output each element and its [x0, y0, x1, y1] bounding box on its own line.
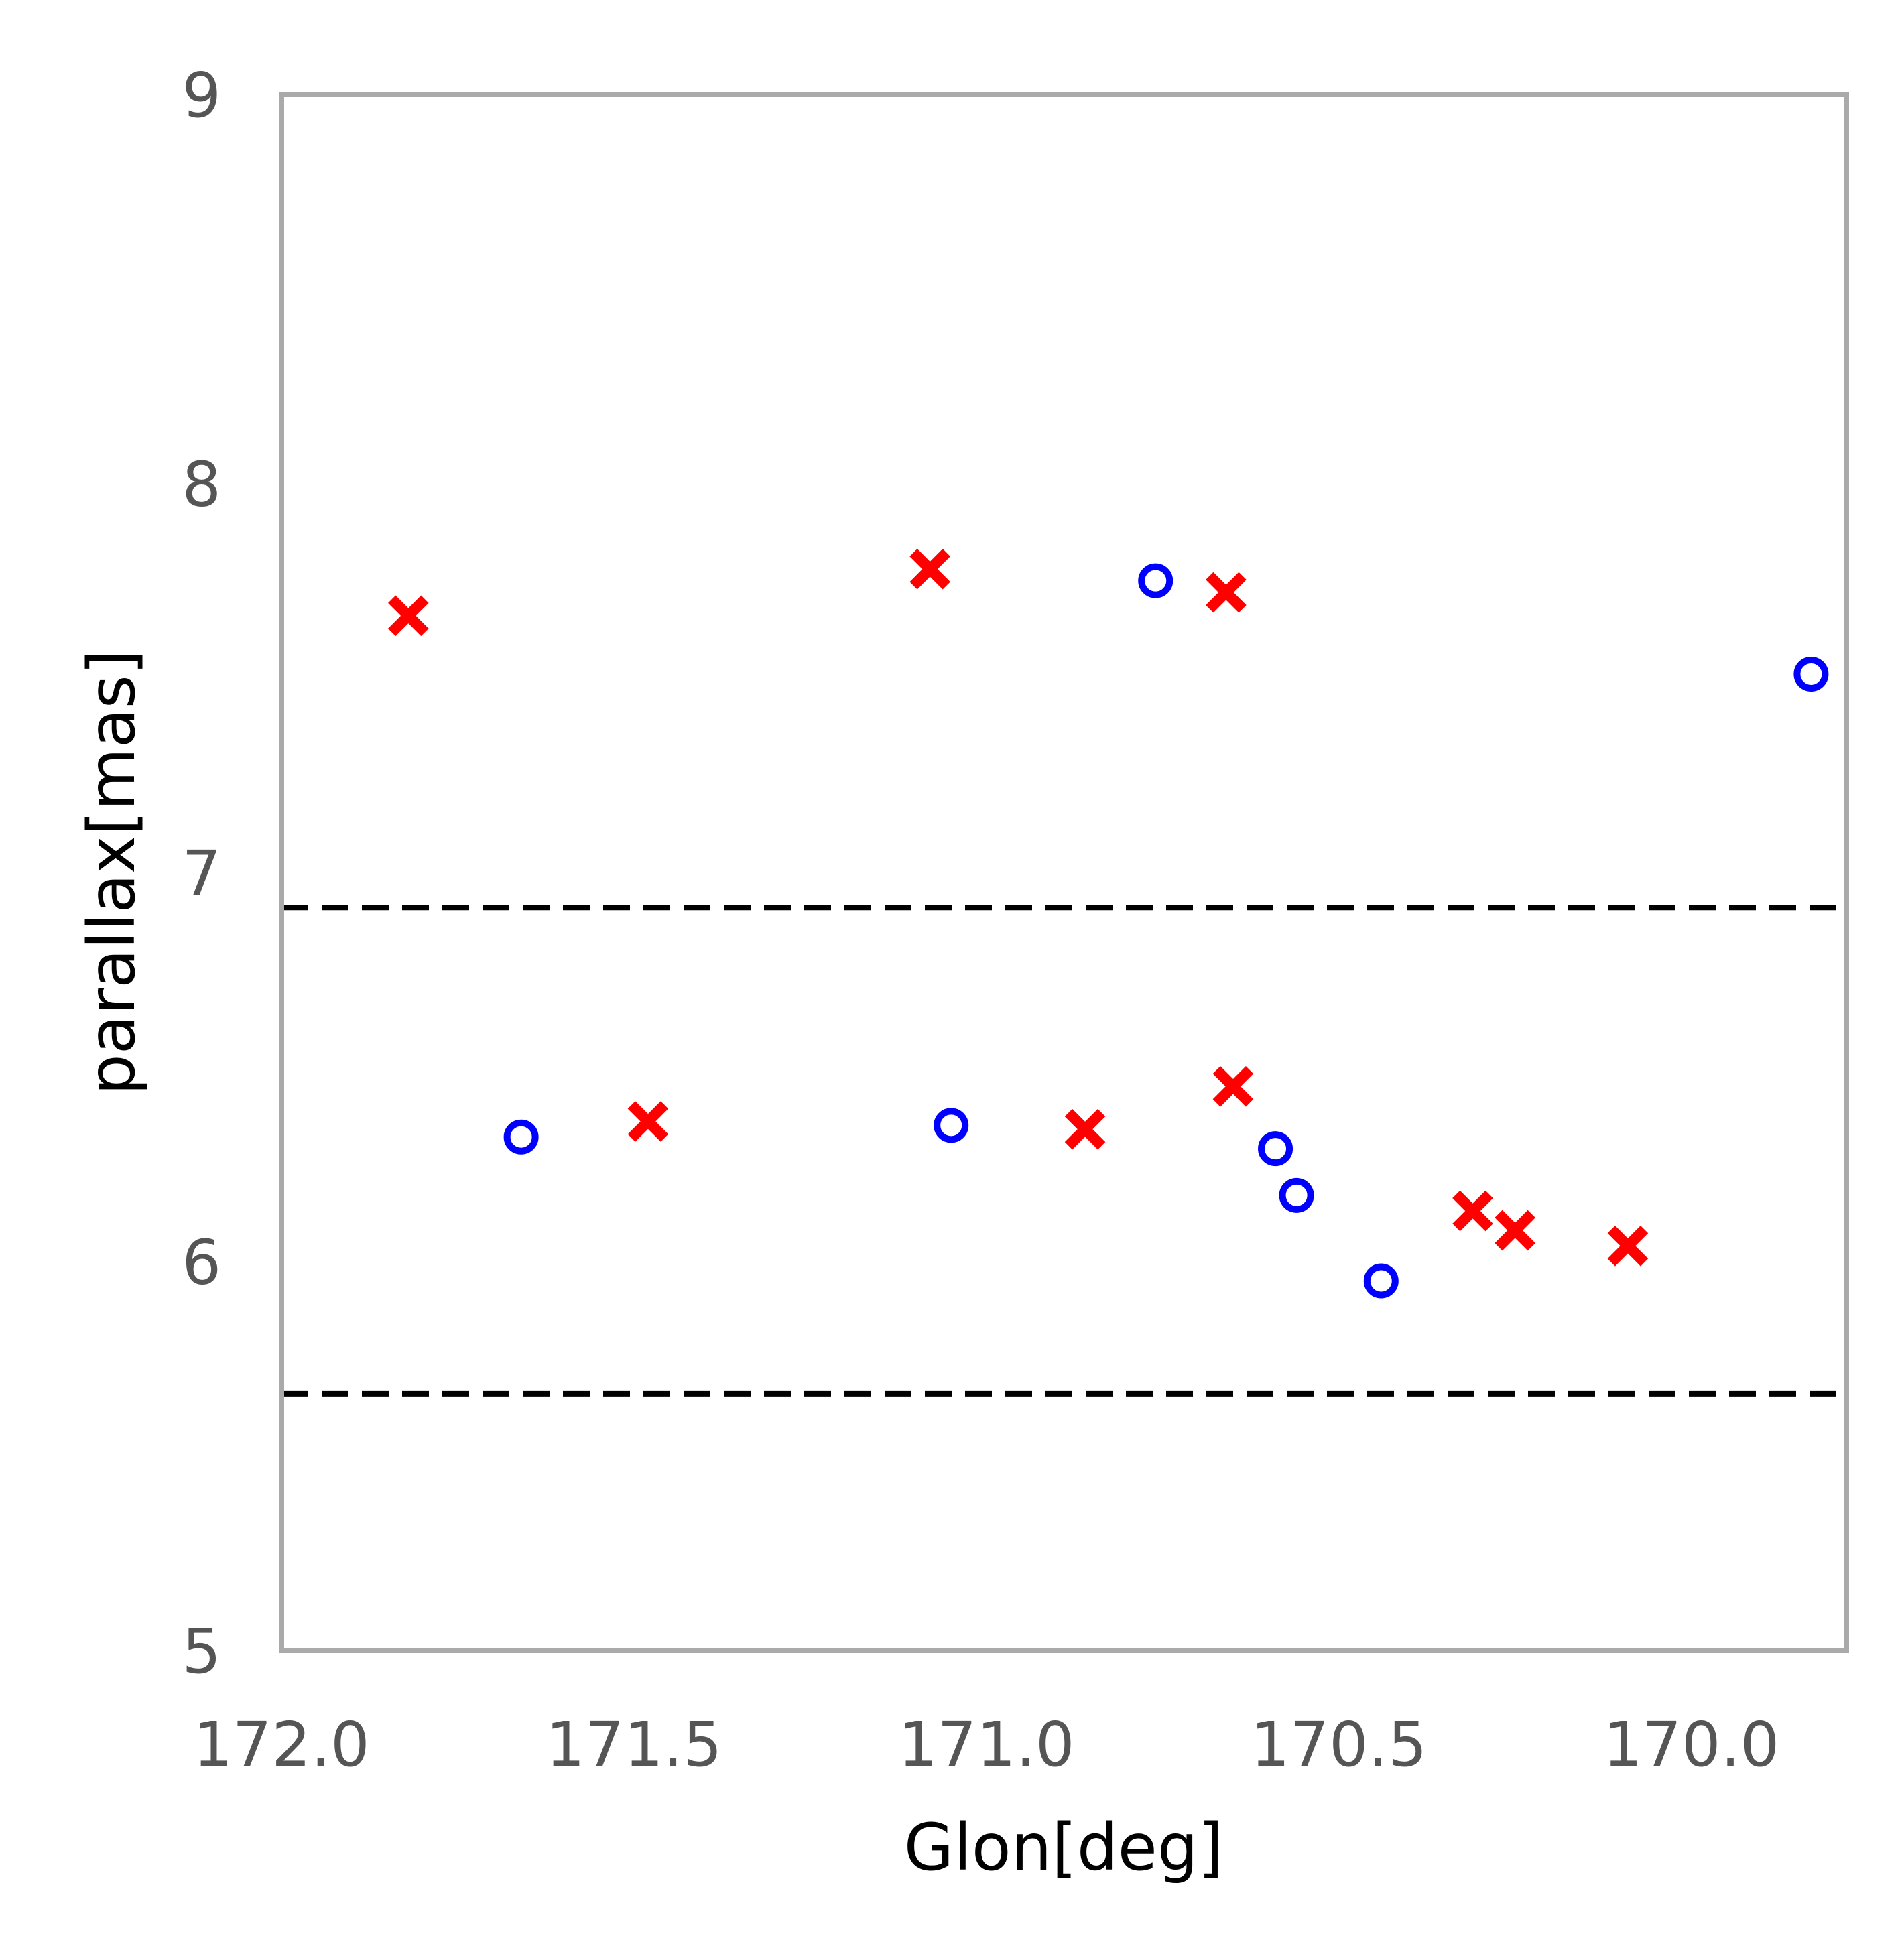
cross-point	[1212, 1065, 1254, 1107]
circle-point	[503, 1119, 539, 1155]
circle-point	[1363, 1263, 1399, 1299]
cross-point	[1452, 1190, 1493, 1232]
y-tick-label: 5	[182, 1616, 221, 1687]
y-tick-label: 8	[182, 449, 221, 521]
x-axis-label: Glon[deg]	[904, 1810, 1223, 1885]
circle-point	[1279, 1177, 1314, 1213]
reference-lines	[281, 905, 1846, 1397]
cross-point	[388, 595, 429, 637]
x-tick-label: 170.0	[1603, 1709, 1779, 1780]
x-tick-label: 171.0	[898, 1709, 1074, 1780]
y-tick-label: 9	[182, 60, 221, 131]
plot-frame	[279, 92, 1849, 1653]
circle-point	[1793, 656, 1829, 692]
circle-point	[1258, 1131, 1293, 1167]
y-tick-labels: 5 6 7 8 9	[182, 60, 221, 1687]
y-tick-label: 6	[182, 1227, 221, 1299]
x-tick-labels: 172.0 171.5 171.0 170.5 170.0	[193, 1709, 1779, 1780]
cross-point	[1495, 1210, 1535, 1251]
cross-point	[627, 1101, 669, 1142]
circle-point	[1138, 563, 1173, 598]
cross-point	[1206, 572, 1247, 613]
x-tick-label: 172.0	[193, 1709, 369, 1780]
data-points	[388, 548, 1829, 1299]
cross-point	[909, 548, 950, 590]
cross-point	[1064, 1108, 1106, 1150]
y-axis-label: parallax[mas]	[74, 650, 149, 1095]
x-tick-label: 171.5	[546, 1709, 722, 1780]
y-tick-label: 7	[182, 838, 221, 909]
x-tick-label: 170.5	[1251, 1709, 1427, 1780]
cross-point	[1607, 1225, 1649, 1267]
circle-point	[934, 1108, 969, 1143]
